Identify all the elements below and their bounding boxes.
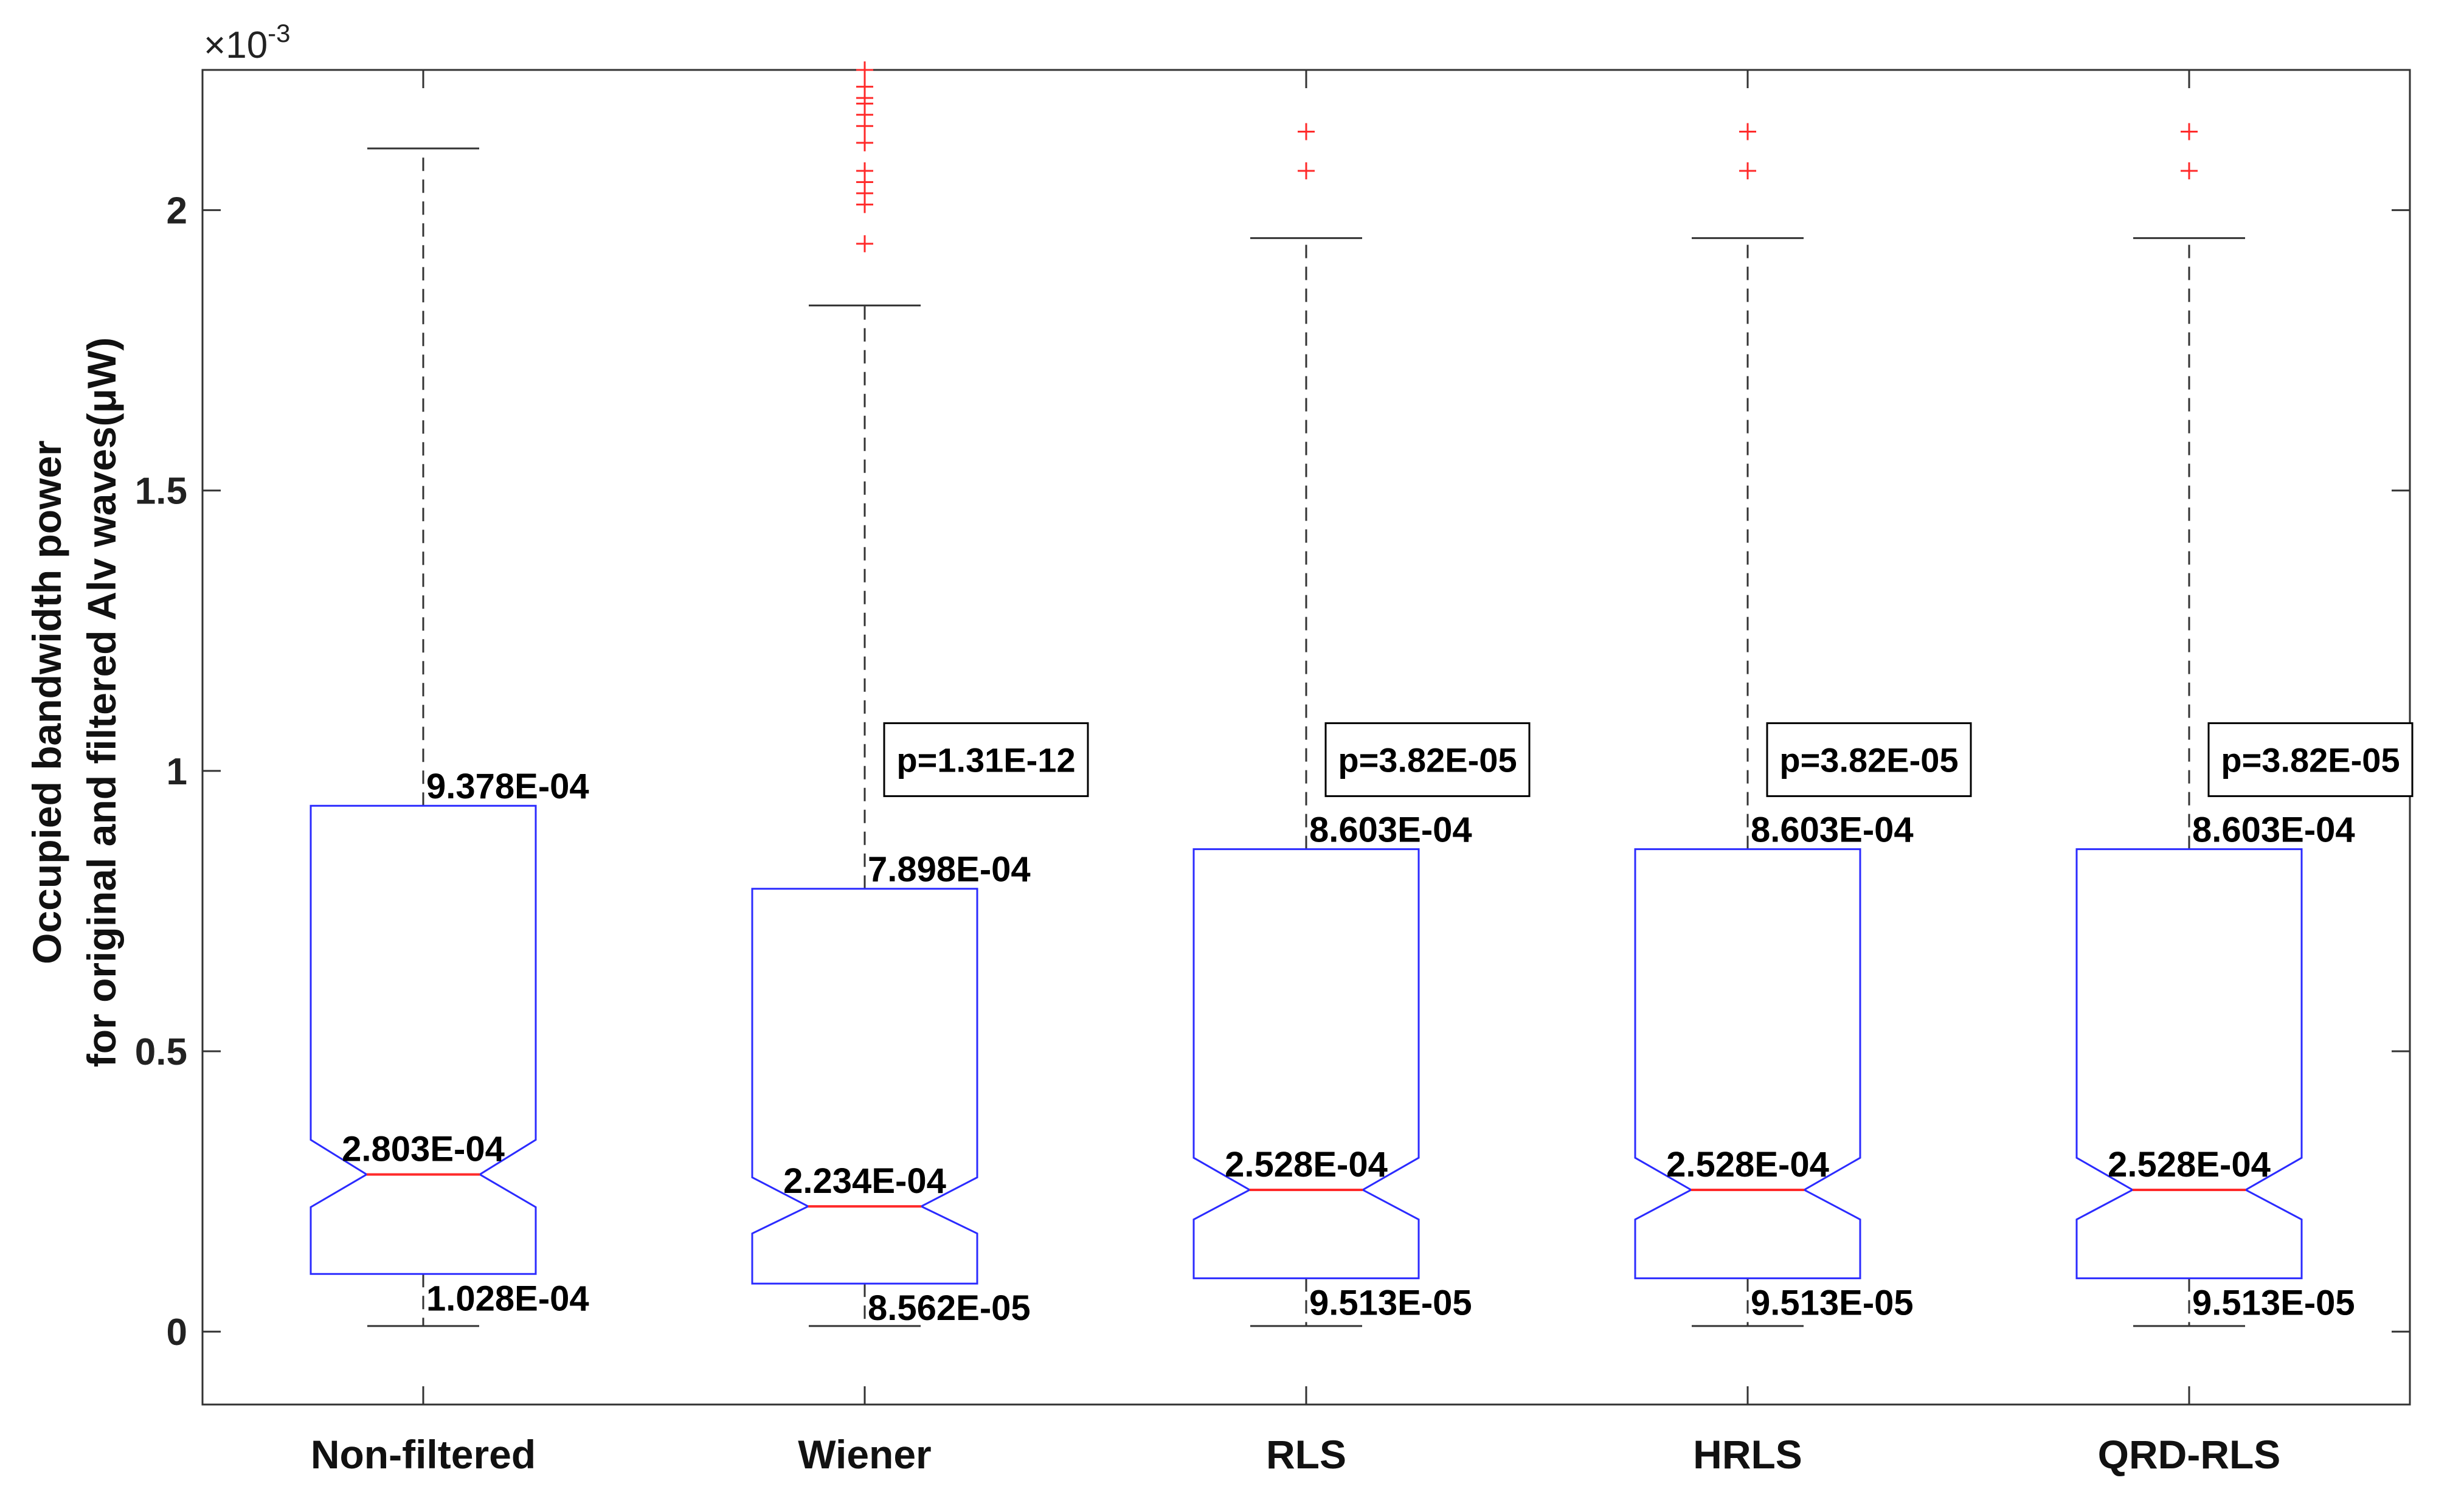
p-value-label: p=3.82E-05 [1338,741,1517,779]
y-tick-label: 0.5 [135,1031,187,1073]
median-label: 2.528E-04 [2108,1145,2271,1184]
outlier-marker [2181,162,2198,180]
notched-box [310,804,537,1275]
notched-box [1192,848,1420,1279]
y-tick-label: 1 [167,751,187,793]
q1-label: 9.513E-05 [1309,1283,1472,1322]
box-group: 9.378E-04 2.803E-04 1.028E-04 [310,147,589,1327]
q1-label: 1.028E-04 [426,1279,589,1318]
box-group: 8.603E-04 2.528E-04 9.513E-05 p=3.82E-05 [1192,123,1531,1327]
outlier-marker [1298,162,1315,180]
q1-label: 9.513E-05 [1751,1283,1914,1322]
q1-label: 9.513E-05 [2192,1283,2355,1322]
x-tick-label: QRD-RLS [2098,1432,2281,1477]
x-tick-label: Wiener [798,1432,931,1477]
median-label: 2.803E-04 [342,1130,505,1169]
p-value-box [2207,722,2414,797]
outlier-marker [1739,162,1756,180]
outlier-marker [856,61,873,78]
q3-label: 8.603E-04 [1309,810,1472,850]
y-axis-label-line2: for original and filtered Alv waves(μW) [79,337,124,1067]
q3-label: 8.603E-04 [1751,810,1914,850]
outlier-marker [1298,123,1315,140]
p-value-label: p=1.31E-12 [896,741,1075,779]
median-label: 2.528E-04 [1225,1145,1388,1184]
x-tick-label: HRLS [1693,1432,1802,1477]
outlier-marker [2181,123,2198,140]
p-value-label: p=3.82E-05 [1779,741,1958,779]
x-axis: Non-filtered Wiener RLS HRLS QRD-RLS [311,70,2280,1477]
q1-label: 8.562E-05 [868,1288,1031,1328]
p-value-label: p=3.82E-05 [2221,741,2400,779]
x-tick-label: Non-filtered [311,1432,536,1477]
q3-label: 8.603E-04 [2192,810,2355,850]
median-label: 2.528E-04 [1666,1145,1829,1184]
y-tick-label: 0 [167,1311,187,1353]
y-tick-label: 2 [167,190,187,232]
box-group: 8.603E-04 2.528E-04 9.513E-05 p=3.82E-05 [1634,123,1972,1327]
outlier-marker [856,134,873,151]
outlier-marker [856,235,873,252]
q3-label: 9.378E-04 [426,767,589,806]
x-tick-label: RLS [1266,1432,1346,1477]
y-exponent-label: ×10-3 [204,19,291,66]
notched-box [2075,848,2303,1279]
box-group: 7.898E-04 2.234E-04 8.562E-05 p=1.31E-12 [751,61,1089,1328]
y-axis-label-line1: Occupied bandwidth power [24,440,69,964]
p-value-box [1324,722,1531,797]
box-group: 8.603E-04 2.528E-04 9.513E-05 p=3.82E-05 [2075,123,2414,1327]
p-value-box [883,722,1089,797]
median-label: 2.234E-04 [783,1161,946,1201]
p-value-box [1766,722,1972,797]
y-exponent-power: -3 [268,19,290,47]
box-series: 9.378E-04 2.803E-04 1.028E-04 7.898E-04 2.23… [310,61,2414,1328]
outlier-marker [1739,123,1756,140]
notched-box [751,888,978,1285]
q3-label: 7.898E-04 [868,850,1031,890]
outlier-marker [856,162,873,180]
y-tick-label: 1.5 [135,471,187,513]
outlier-marker [856,78,873,95]
notched-box [1634,848,1861,1279]
